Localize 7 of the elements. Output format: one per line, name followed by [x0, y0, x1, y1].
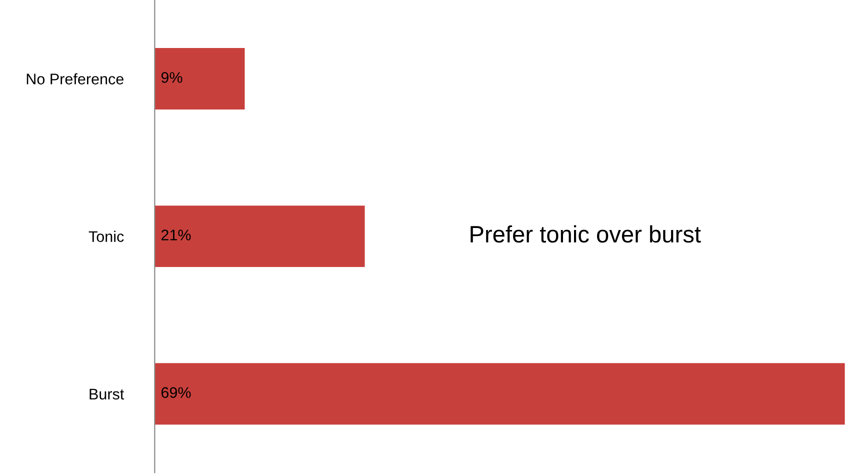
data-label: 69%: [161, 387, 191, 398]
data-label: 9%: [161, 72, 182, 83]
data-label: 21%: [161, 230, 191, 240]
y-tick-label: No Preference: [26, 73, 124, 84]
y-tick-label: Burst: [90, 388, 124, 400]
annotation: Prefer tonic over burst: [470, 225, 701, 243]
y-tick-label: Tonic: [88, 230, 124, 242]
